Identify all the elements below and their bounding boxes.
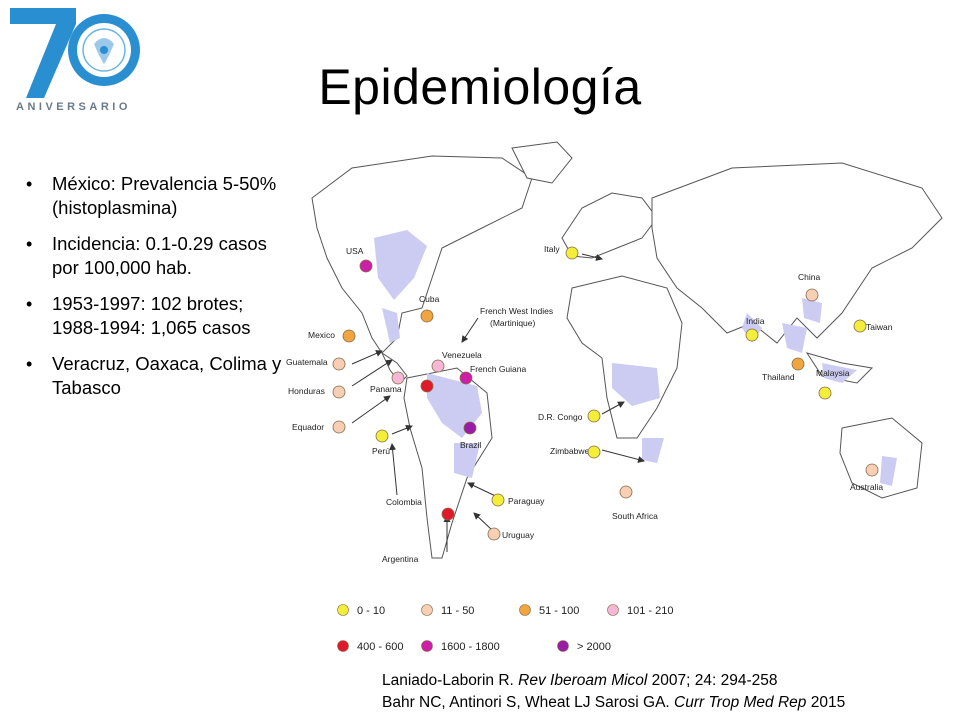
bullet-item: México: Prevalencia 5-50% (histoplasmina… bbox=[26, 172, 288, 220]
ref2-authors: Bahr NC, Antinori S, Wheat LJ Sarosi GA. bbox=[382, 694, 675, 711]
marker-argentina bbox=[441, 507, 455, 521]
label-taiwan: Taiwan bbox=[866, 322, 893, 332]
label-paraguay: Paraguay bbox=[508, 496, 545, 506]
reference-1: Laniado-Laborin R. Rev Iberoam Micol 200… bbox=[382, 670, 957, 692]
pointer-arrows bbox=[351, 253, 645, 552]
label-india: India bbox=[746, 316, 765, 326]
marker-dr-congo bbox=[587, 409, 601, 423]
label-zimbabwe: Zimbabwe bbox=[550, 446, 589, 456]
legend-label: 400 - 600 bbox=[357, 641, 403, 653]
label-colombia: Colombia bbox=[386, 497, 422, 507]
bullet-list: México: Prevalencia 5-50% (histoplasmina… bbox=[26, 172, 288, 412]
marker-thailand bbox=[791, 357, 805, 371]
label-mexico: Mexico bbox=[308, 330, 335, 340]
marker-taiwan bbox=[853, 319, 867, 333]
legend-label: 0 - 10 bbox=[357, 605, 385, 617]
legend-swatch bbox=[557, 640, 569, 652]
zero-seal bbox=[68, 14, 140, 86]
marker-zimbabwe bbox=[587, 445, 601, 459]
marker-venezuela bbox=[431, 359, 445, 373]
ref1-authors: Laniado-Laborin R. bbox=[382, 672, 519, 689]
australia bbox=[839, 417, 923, 499]
label-dr-congo: D.R. Congo bbox=[538, 412, 583, 422]
label-thailand: Thailand bbox=[762, 372, 795, 382]
legend-label: 11 - 50 bbox=[441, 605, 474, 617]
marker-honduras bbox=[332, 385, 346, 399]
ref1-journal: Rev Iberoam Micol bbox=[518, 672, 648, 689]
label-uruguay: Uruguay bbox=[502, 530, 535, 540]
anniversary-logo: ANIVERSARIO bbox=[10, 8, 140, 113]
marker-peru bbox=[375, 429, 389, 443]
legend-swatch bbox=[519, 604, 531, 616]
label-malaysia: Malaysia bbox=[816, 368, 850, 378]
legend-swatch bbox=[421, 640, 433, 652]
label-south-africa: South Africa bbox=[612, 511, 658, 521]
marker-brazil bbox=[463, 421, 477, 435]
marker-malaysia bbox=[818, 386, 832, 400]
legend-swatch bbox=[421, 604, 433, 616]
marker-china bbox=[805, 288, 819, 302]
label-venezuela: Venezuela bbox=[442, 350, 482, 360]
label-brazil: Brazil bbox=[460, 440, 481, 450]
bullet-item: Incidencia: 0.1-0.29 casos por 100,000 h… bbox=[26, 232, 288, 280]
map-legend: 0 - 10 11 - 50 51 - 100 101 - 210 400 - 600 1… bbox=[337, 604, 673, 653]
label-martinique: (Martinique) bbox=[490, 318, 536, 328]
legend-label: 51 - 100 bbox=[539, 605, 579, 617]
marker-australia bbox=[865, 463, 879, 477]
label-australia: Australia bbox=[850, 482, 883, 492]
marker-guatemala bbox=[332, 357, 346, 371]
marker-french-guiana bbox=[459, 371, 473, 385]
greenland bbox=[511, 141, 573, 184]
references: Laniado-Laborin R. Rev Iberoam Micol 200… bbox=[382, 670, 957, 714]
europe bbox=[561, 192, 658, 259]
legend-label: > 2000 bbox=[577, 641, 611, 653]
label-china: China bbox=[798, 272, 820, 282]
marker-cuba bbox=[420, 309, 434, 323]
marker-colombia bbox=[420, 379, 434, 393]
label-cuba: Cuba bbox=[419, 294, 440, 304]
label-french-west-indies: French West Indies bbox=[480, 306, 553, 316]
label-italy: Italy bbox=[544, 244, 560, 254]
marker-uruguay bbox=[487, 527, 501, 541]
marker-india bbox=[745, 328, 759, 342]
label-peru: Perú bbox=[372, 446, 390, 456]
label-usa: USA bbox=[346, 246, 364, 256]
bullet-item: 1953-1997: 102 brotes; 1988-1994: 1,065 … bbox=[26, 292, 288, 340]
label-panama: Panama bbox=[370, 384, 402, 394]
label-equador: Equador bbox=[292, 422, 324, 432]
legend-swatch bbox=[337, 640, 349, 652]
incidence-markers bbox=[332, 246, 879, 541]
legend-swatch bbox=[337, 604, 349, 616]
marker-italy bbox=[565, 246, 579, 260]
ref1-rest: 2007; 24: 294-258 bbox=[647, 672, 778, 689]
marker-panama bbox=[391, 371, 405, 385]
marker-equador bbox=[332, 420, 346, 434]
marker-usa bbox=[359, 259, 373, 273]
bullet-item: Veracruz, Oaxaca, Colima y Tabasco bbox=[26, 352, 288, 400]
endemic-areas bbox=[374, 230, 897, 486]
legend-label: 1600 - 1800 bbox=[441, 641, 500, 653]
anniversary-word: ANIVERSARIO bbox=[16, 101, 131, 113]
label-honduras: Honduras bbox=[288, 386, 325, 396]
marker-mexico bbox=[342, 329, 356, 343]
slide-title: Epidemiología bbox=[318, 59, 642, 115]
label-french-guiana: French Guiana bbox=[470, 364, 526, 374]
country-labels: USA Cuba Mexico Guatemala Honduras Panam… bbox=[286, 244, 893, 564]
marker-south-africa bbox=[619, 485, 633, 499]
label-guatemala: Guatemala bbox=[286, 357, 328, 367]
marker-paraguay bbox=[491, 493, 505, 507]
legend-swatch bbox=[607, 604, 619, 616]
ref2-journal: Curr Trop Med Rep bbox=[674, 694, 807, 711]
legend-label: 101 - 210 bbox=[627, 605, 673, 617]
reference-2: Bahr NC, Antinori S, Wheat LJ Sarosi GA.… bbox=[382, 692, 957, 714]
seven-digit bbox=[10, 8, 76, 98]
label-argentina: Argentina bbox=[382, 554, 419, 564]
world-map: USA Cuba Mexico Guatemala Honduras Panam… bbox=[286, 141, 943, 564]
ref2-rest: 2015 bbox=[806, 694, 846, 711]
